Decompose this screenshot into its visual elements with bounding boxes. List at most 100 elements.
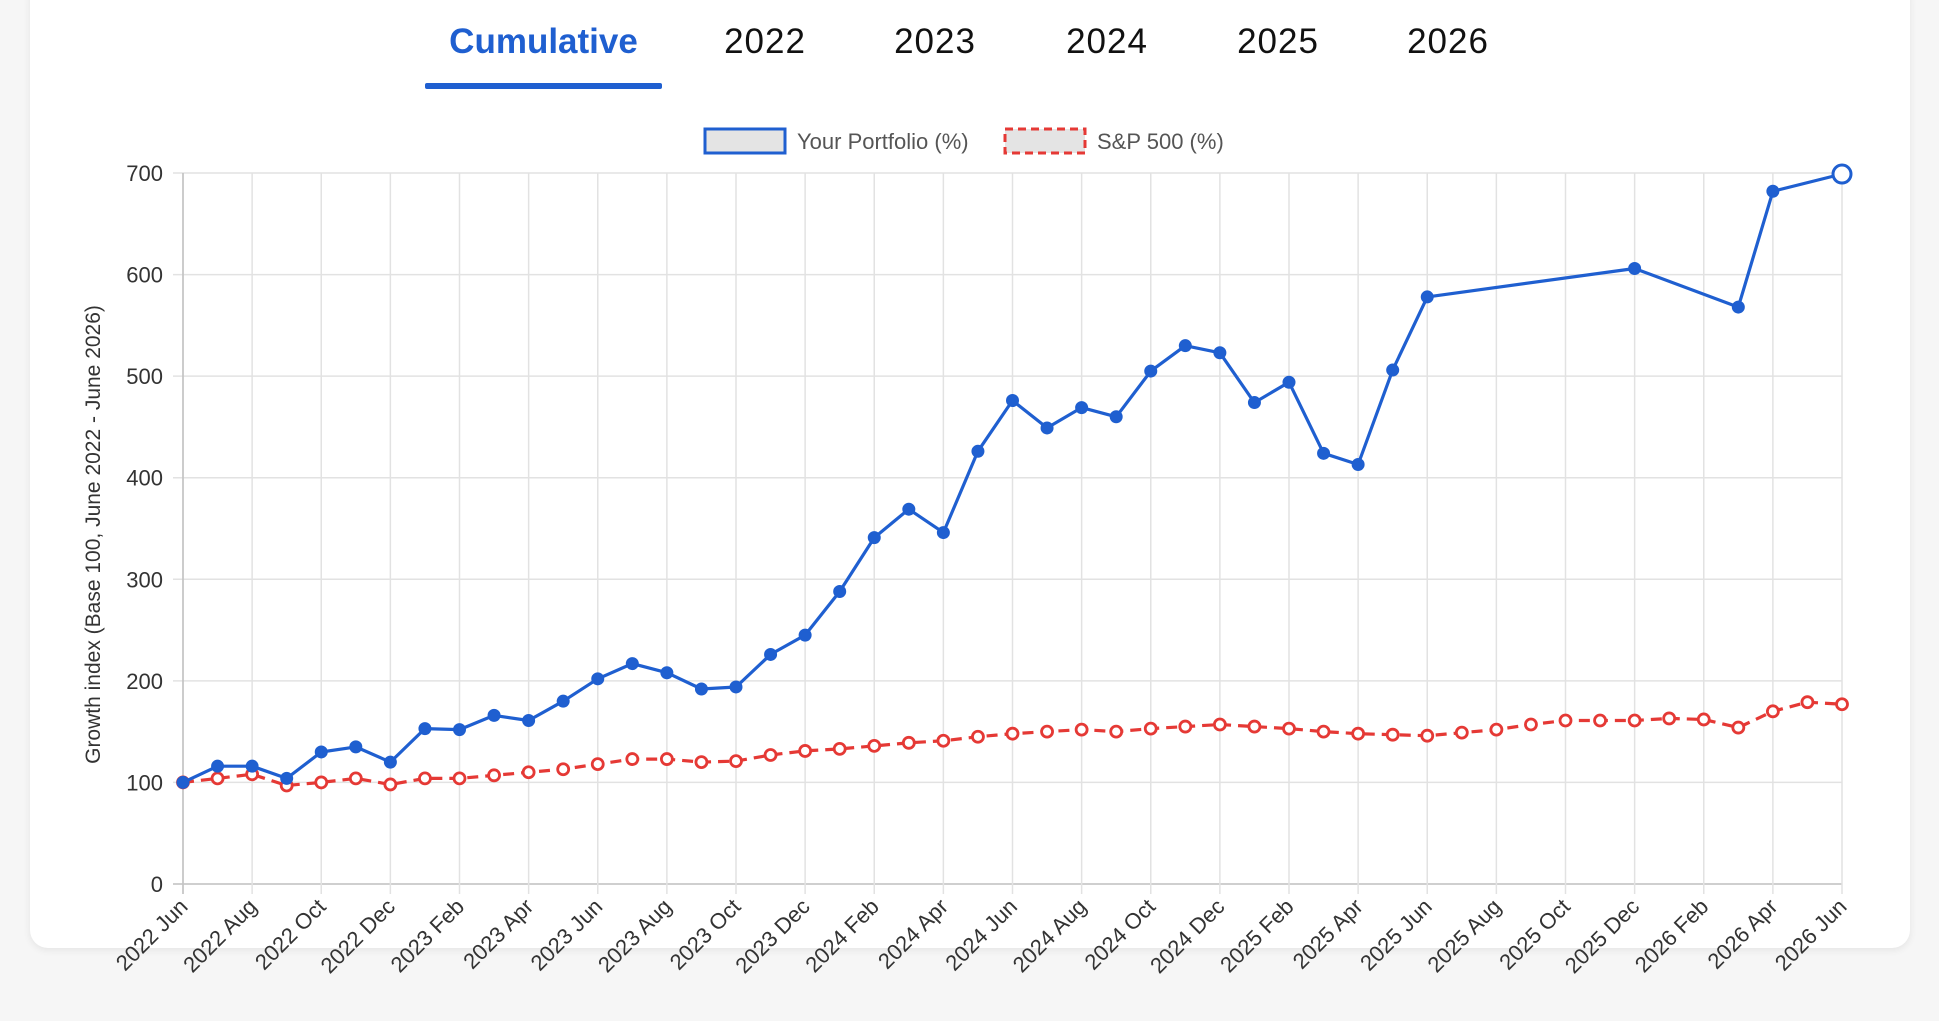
data-point-portfolio[interactable] [1109, 410, 1123, 424]
data-point-portfolio[interactable] [660, 666, 674, 680]
data-point-benchmark[interactable] [1385, 727, 1400, 742]
data-point-portfolio[interactable] [729, 680, 743, 694]
data-point-portfolio[interactable] [625, 657, 639, 671]
data-point-portfolio[interactable] [1351, 458, 1365, 472]
data-point-portfolio[interactable] [1420, 290, 1434, 304]
data-point-benchmark[interactable] [1316, 724, 1331, 739]
legend-swatch-portfolio[interactable] [703, 127, 787, 155]
data-point-portfolio[interactable] [211, 759, 225, 773]
data-point-portfolio[interactable] [280, 771, 294, 785]
data-point-portfolio[interactable] [1213, 346, 1227, 360]
data-point-benchmark[interactable] [901, 735, 916, 750]
data-point-portfolio[interactable] [1628, 261, 1642, 275]
data-point-benchmark[interactable] [1731, 720, 1746, 735]
data-point-portfolio[interactable] [556, 694, 570, 708]
y-tick-label: 500 [126, 364, 163, 389]
tab-2025[interactable]: 2025 [1237, 22, 1319, 61]
data-point-benchmark[interactable] [763, 748, 778, 762]
data-point-benchmark[interactable] [1524, 717, 1538, 732]
legend-label-benchmark[interactable]: S&P 500 (%) [1097, 129, 1224, 154]
data-point-benchmark[interactable] [1351, 726, 1366, 741]
data-point-portfolio[interactable] [833, 584, 847, 598]
data-point-portfolio[interactable] [1006, 394, 1019, 408]
data-point-benchmark[interactable] [383, 777, 398, 792]
data-point-benchmark[interactable] [1074, 722, 1089, 737]
data-point-benchmark[interactable] [1662, 711, 1677, 726]
data-point-benchmark[interactable] [798, 744, 813, 758]
data-point-portfolio[interactable] [1282, 375, 1296, 389]
data-point-portfolio[interactable] [176, 775, 190, 789]
data-point-benchmark[interactable] [694, 755, 709, 770]
data-point-portfolio[interactable] [1144, 364, 1158, 378]
data-point-benchmark[interactable] [971, 729, 985, 744]
data-point-benchmark[interactable] [1835, 697, 1849, 712]
data-point-benchmark[interactable] [1627, 713, 1642, 728]
data-point-portfolio[interactable] [487, 708, 501, 722]
data-point-portfolio[interactable] [314, 745, 328, 759]
data-point-portfolio[interactable] [971, 444, 985, 458]
data-point-benchmark[interactable] [1109, 724, 1124, 739]
tab-2026[interactable]: 2026 [1407, 22, 1489, 61]
data-point-benchmark[interactable] [1247, 719, 1262, 734]
data-point-benchmark[interactable] [1696, 712, 1711, 727]
data-point-portfolio[interactable] [1247, 396, 1261, 410]
data-point-benchmark[interactable] [314, 775, 329, 790]
tab-2024[interactable]: 2024 [1066, 22, 1148, 61]
data-point-benchmark[interactable] [1420, 728, 1435, 743]
data-point-benchmark[interactable] [1454, 725, 1469, 740]
data-point-benchmark[interactable] [1558, 713, 1573, 728]
tab-2023[interactable]: 2023 [894, 22, 976, 61]
data-point-portfolio[interactable] [1178, 339, 1192, 353]
data-point-benchmark[interactable] [936, 733, 951, 748]
data-point-benchmark[interactable] [1489, 722, 1504, 737]
data-point-benchmark[interactable] [625, 752, 640, 766]
data-point-benchmark[interactable] [729, 754, 743, 768]
data-point-portfolio[interactable] [1317, 446, 1331, 460]
data-point-benchmark[interactable] [418, 771, 432, 786]
y-tick-label: 200 [126, 669, 163, 694]
data-point-benchmark[interactable] [487, 768, 501, 783]
data-point-benchmark[interactable] [1800, 695, 1815, 710]
data-point-benchmark[interactable] [1178, 719, 1193, 734]
data-point-benchmark[interactable] [1282, 721, 1296, 736]
data-point-portfolio[interactable] [902, 502, 916, 516]
data-point-portfolio[interactable] [418, 722, 432, 736]
data-point-portfolio[interactable] [349, 740, 363, 754]
data-point-portfolio[interactable] [1386, 363, 1400, 377]
data-point-benchmark[interactable] [348, 771, 363, 786]
data-point-benchmark[interactable] [1212, 717, 1227, 732]
data-point-benchmark[interactable] [452, 771, 467, 786]
legend-swatch-benchmark[interactable] [1003, 127, 1087, 155]
data-point-portfolio[interactable] [694, 682, 708, 696]
data-point-portfolio[interactable] [1831, 163, 1853, 185]
data-point-portfolio[interactable] [798, 628, 812, 642]
data-point-portfolio[interactable] [453, 723, 466, 737]
data-point-benchmark[interactable] [1593, 713, 1607, 728]
data-point-benchmark[interactable] [1040, 724, 1054, 739]
legend-label-portfolio[interactable]: Your Portfolio (%) [797, 129, 969, 154]
data-point-portfolio[interactable] [867, 531, 881, 545]
data-point-portfolio[interactable] [936, 526, 950, 540]
data-point-portfolio[interactable] [591, 672, 605, 686]
data-point-portfolio[interactable] [383, 755, 397, 769]
data-point-portfolio[interactable] [1731, 300, 1745, 314]
data-point-portfolio[interactable] [522, 713, 536, 727]
data-point-benchmark[interactable] [1765, 704, 1780, 719]
data-point-benchmark[interactable] [1143, 721, 1158, 736]
data-point-benchmark[interactable] [832, 742, 847, 756]
data-point-benchmark[interactable] [659, 752, 674, 766]
data-point-portfolio[interactable] [764, 647, 778, 661]
data-point-portfolio[interactable] [1075, 401, 1089, 415]
data-point-benchmark[interactable] [1005, 726, 1020, 741]
data-point-benchmark[interactable] [521, 765, 536, 780]
data-point-benchmark[interactable] [210, 771, 225, 786]
tab-cumulative[interactable]: Cumulative [449, 22, 638, 61]
data-point-portfolio[interactable] [1040, 421, 1054, 435]
data-point-benchmark[interactable] [556, 762, 571, 777]
data-point-benchmark[interactable] [590, 757, 605, 772]
data-point-portfolio[interactable] [1766, 184, 1780, 198]
data-point-portfolio[interactable] [245, 759, 259, 773]
data-point-benchmark[interactable] [867, 738, 882, 753]
tab-2022[interactable]: 2022 [724, 22, 806, 61]
